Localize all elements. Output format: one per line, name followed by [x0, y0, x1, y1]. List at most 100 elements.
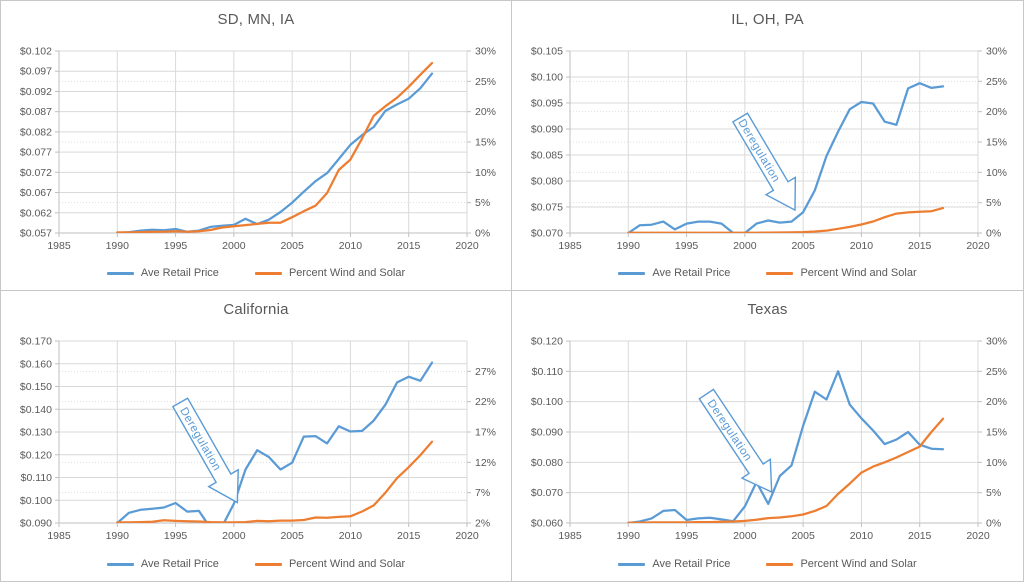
x-tick-label: 2020 — [966, 240, 990, 252]
y-left-tick-label: $0.060 — [531, 518, 563, 530]
x-tick-label: 2005 — [791, 530, 815, 542]
x-tick-label: 2020 — [455, 530, 479, 542]
y-right-tick-label: 15% — [475, 137, 496, 149]
y-right-tick-label: 20% — [986, 106, 1007, 118]
chart-legend: Ave Retail Price Percent Wind and Solar — [1, 267, 511, 279]
y-left-tick-label: $0.080 — [531, 457, 563, 469]
x-tick-label: 2000 — [222, 530, 246, 542]
y-right-tick-label: 30% — [986, 46, 1007, 58]
wind-solar-line-swatch — [766, 562, 794, 566]
y-left-tick-label: $0.100 — [20, 495, 52, 507]
y-right-tick-label: 0% — [986, 228, 1001, 240]
chart-legend: Ave Retail Price Percent Wind and Solar — [512, 267, 1023, 279]
y-left-tick-label: $0.085 — [531, 150, 563, 162]
y-right-tick-label: 30% — [475, 46, 496, 58]
x-tick-label: 1995 — [675, 530, 699, 542]
y-left-tick-label: $0.120 — [531, 336, 563, 348]
y-right-tick-label: 22% — [475, 396, 496, 408]
y-right-tick-label: 30% — [986, 336, 1007, 348]
y-left-tick-label: $0.160 — [20, 358, 52, 370]
y-left-tick-label: $0.070 — [531, 487, 563, 499]
legend-item-price: Ave Retail Price — [618, 267, 730, 279]
deregulation-arrow: Deregulation — [171, 397, 239, 504]
chart-plot: 1985 1990 1995 2000 2005 2010 2015 2020 $0.090 $0… — [20, 336, 496, 543]
chart-plot: 1985 1990 1995 2000 2005 2010 2015 2020 $0.057 $0… — [20, 46, 496, 253]
y-right-tick-label: 2% — [475, 518, 490, 530]
chart-plot: 1985 1990 1995 2000 2005 2010 2015 2020 $0.070 $0… — [531, 46, 1007, 253]
y-left-tick-label: $0.140 — [20, 404, 52, 416]
legend-item-price: Ave Retail Price — [106, 558, 219, 570]
price-series-line — [116, 72, 434, 233]
x-tick-label: 1990 — [617, 530, 641, 542]
price-line-swatch — [618, 271, 646, 275]
y-left-tick-label: $0.090 — [531, 124, 563, 136]
x-tick-label: 2000 — [733, 530, 757, 542]
y-left-tick-label: $0.092 — [20, 86, 52, 98]
x-tick-label: 2020 — [455, 240, 479, 252]
x-tick-label: 2015 — [397, 530, 421, 542]
wind-solar-series-line — [627, 206, 945, 233]
legend-label: Ave Retail Price — [140, 267, 219, 279]
y-left-tick-label: $0.070 — [531, 228, 563, 240]
y-right-tick-label: 25% — [475, 76, 496, 88]
y-right-tick-label: 25% — [986, 366, 1007, 378]
y-left-tick-label: $0.105 — [531, 46, 563, 58]
wind-solar-line-swatch — [254, 562, 282, 566]
chart-title: Texas — [747, 301, 788, 318]
x-tick-label: 2020 — [966, 530, 990, 542]
chart-panel-sd-mn-ia: SD, MN, IA 1985 1990 1995 2000 2005 2010 2015 2… — [1, 1, 512, 291]
wind-solar-series-line — [116, 440, 434, 523]
chart-panel-il-oh-pa: IL, OH, PA 1985 1990 1995 2000 2005 2010 2015 2… — [512, 1, 1023, 291]
deregulation-arrow: Deregulation — [698, 388, 773, 494]
legend-item-wind-solar: Percent Wind and Solar — [254, 558, 405, 570]
x-tick-label: 1985 — [558, 240, 582, 252]
x-tick-label: 2015 — [397, 240, 421, 252]
price-series-line — [627, 82, 945, 233]
price-series-line — [627, 370, 945, 523]
y-right-tick-label: 5% — [986, 487, 1001, 499]
y-left-tick-label: $0.087 — [20, 106, 52, 118]
y-left-tick-label: $0.100 — [531, 72, 563, 84]
y-left-tick-label: $0.062 — [20, 207, 52, 219]
legend-label: Percent Wind and Solar — [288, 267, 406, 279]
chart-title: IL, OH, PA — [731, 11, 804, 28]
chart-legend: Ave Retail Price Percent Wind and Solar — [1, 558, 511, 570]
x-tick-label: 2000 — [733, 240, 757, 252]
y-right-tick-label: 5% — [475, 197, 490, 209]
x-tick-label: 2005 — [791, 240, 815, 252]
x-tick-label: 2010 — [339, 530, 363, 542]
x-tick-label: 1985 — [47, 240, 71, 252]
y-right-tick-label: 20% — [475, 106, 496, 118]
y-right-tick-label: 0% — [475, 228, 490, 240]
y-left-tick-label: $0.110 — [532, 366, 563, 378]
chart-title: SD, MN, IA — [217, 11, 295, 28]
x-tick-label: 2015 — [908, 530, 932, 542]
deregulation-arrow-shape — [698, 388, 773, 494]
price-series-line — [116, 361, 434, 523]
y-right-tick-label: 27% — [475, 366, 496, 378]
x-tick-label: 1990 — [617, 240, 641, 252]
wind-solar-line-swatch — [766, 271, 794, 275]
y-left-tick-label: $0.072 — [20, 167, 52, 179]
y-right-tick-label: 20% — [986, 396, 1007, 408]
deregulation-arrow-shape — [731, 112, 797, 212]
x-tick-label: 1995 — [164, 530, 188, 542]
chart-panel-texas: Texas 1985 1990 1995 2000 2005 2010 2015 2020 $0… — [512, 291, 1023, 581]
x-tick-label: 1985 — [558, 530, 582, 542]
chart-panel-california: California 1985 1990 1995 2000 2005 2010 2015 2… — [1, 291, 512, 581]
y-left-tick-label: $0.075 — [531, 202, 563, 214]
x-tick-label: 1985 — [47, 530, 71, 542]
x-tick-label: 2010 — [850, 240, 874, 252]
legend-label: Percent Wind and Solar — [800, 267, 917, 279]
y-right-tick-label: 10% — [986, 167, 1007, 179]
wind-solar-series-line — [116, 61, 434, 233]
x-tick-label: 2005 — [280, 530, 304, 542]
legend-label: Ave Retail Price — [652, 267, 731, 279]
legend-item-wind-solar: Percent Wind and Solar — [254, 267, 406, 279]
y-right-tick-label: 15% — [986, 137, 1007, 149]
price-line-swatch — [618, 562, 646, 566]
wind-solar-series-line — [627, 417, 945, 523]
price-line-swatch — [106, 271, 134, 275]
y-right-tick-label: 17% — [475, 427, 496, 439]
x-tick-label: 1995 — [675, 240, 699, 252]
